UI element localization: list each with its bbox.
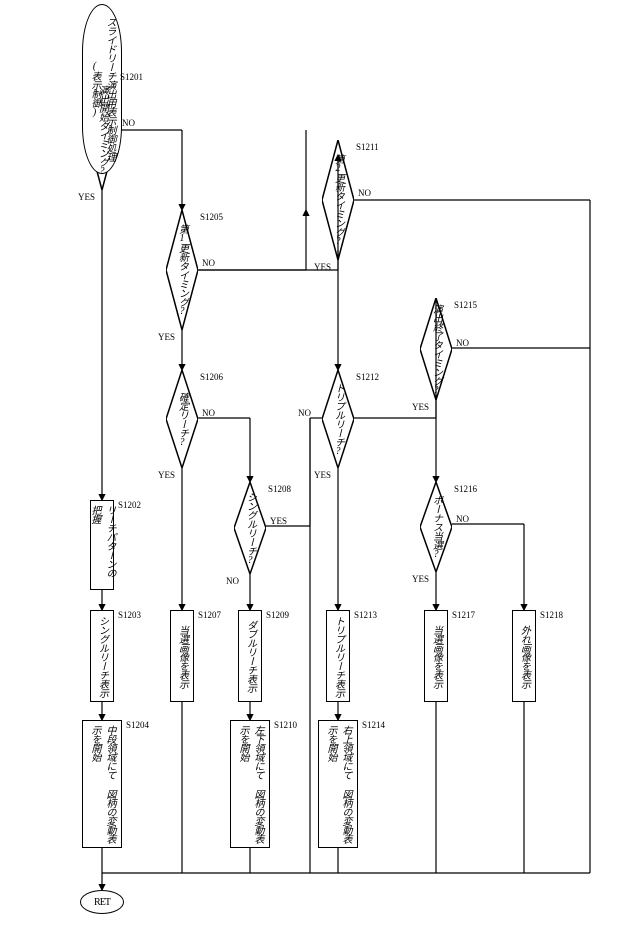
- process-s1207-text: 当選画像を表示: [175, 625, 190, 688]
- label-s1202: S1202: [118, 500, 141, 510]
- process-s1214-text: 右上領域にて 図柄の変動表示を開始: [323, 725, 353, 843]
- no-s1205: NO: [202, 258, 215, 268]
- decision-s1206: 確定リーチ?: [166, 370, 198, 468]
- process-s1218: 外れ画像を表示: [512, 610, 536, 702]
- process-s1207: 当選画像を表示: [170, 610, 194, 702]
- decision-s1206-text: 確定リーチ?: [175, 392, 190, 447]
- label-s1201: S1201: [120, 72, 143, 82]
- yes-s1212: YES: [314, 470, 331, 480]
- yes-s1208: YES: [270, 516, 287, 526]
- decision-s1208-text: シングルリーチ?: [243, 492, 258, 565]
- process-s1203-text: シングルリーチ表示: [95, 616, 110, 697]
- no-s1215: NO: [456, 338, 469, 348]
- process-s1217: 当選画像を表示: [424, 610, 448, 702]
- no-s1212: NO: [298, 408, 311, 418]
- process-s1210-text: 左下領域にて 図柄の変動表示を開始: [235, 725, 265, 843]
- label-s1216: S1216: [454, 484, 477, 494]
- label-s1211: S1211: [356, 142, 379, 152]
- process-s1209: ダブルリーチ表示: [238, 610, 262, 702]
- yes-s1211: YES: [314, 262, 331, 272]
- decision-s1208: シングルリーチ?: [234, 482, 266, 574]
- process-s1218-text: 外れ画像を表示: [517, 625, 532, 688]
- label-s1213: S1213: [354, 610, 377, 620]
- process-s1214: 右上領域にて 図柄の変動表示を開始: [318, 720, 358, 848]
- decision-s1212-text: トリプルリーチ?: [331, 383, 346, 456]
- decision-s1216-text: ボーナス当選?: [429, 495, 444, 559]
- label-s1217: S1217: [452, 610, 475, 620]
- yes-s1205: YES: [158, 332, 175, 342]
- label-s1208: S1208: [268, 484, 291, 494]
- process-s1203: シングルリーチ表示: [90, 610, 114, 702]
- process-s1209-text: ダブルリーチ表示: [243, 620, 258, 692]
- process-s1204-text: 中段領域にて 図柄の変動表示を開始: [87, 725, 117, 843]
- decision-s1205: 第1更新タイミング?: [166, 210, 198, 330]
- process-s1217-text: 当選画像を表示: [429, 625, 444, 688]
- label-s1212: S1212: [356, 372, 379, 382]
- label-s1204: S1204: [126, 720, 149, 730]
- terminal-end: RET: [80, 890, 124, 914]
- decision-s1212: トリプルリーチ?: [322, 370, 354, 468]
- no-s1201: NO: [122, 118, 135, 128]
- label-s1209: S1209: [266, 610, 289, 620]
- no-s1211: NO: [358, 188, 371, 198]
- label-s1215: S1215: [454, 300, 477, 310]
- decision-s1211-text: 第2更新タイミング?: [331, 154, 346, 246]
- decision-s1205-text: 第1更新タイミング?: [175, 224, 190, 316]
- decision-s1201: 演出開始タイミング?: [86, 70, 118, 190]
- decision-s1201-text: 演出開始タイミング?: [95, 85, 110, 176]
- process-s1213: トリプルリーチ表示: [326, 610, 350, 702]
- no-s1216: NO: [456, 514, 469, 524]
- terminal-end-text: RET: [94, 897, 110, 908]
- no-s1208: NO: [226, 576, 239, 586]
- label-s1218: S1218: [540, 610, 563, 620]
- label-s1207: S1207: [198, 610, 221, 620]
- no-s1206: NO: [202, 408, 215, 418]
- decision-s1216: ボーナス当選?: [420, 482, 452, 572]
- label-s1210: S1210: [274, 720, 297, 730]
- process-s1213-text: トリプルリーチ表示: [331, 616, 346, 697]
- label-s1206: S1206: [200, 372, 223, 382]
- label-s1205: S1205: [200, 212, 223, 222]
- process-s1202-text: リーチパターンの把握: [87, 505, 117, 585]
- decision-s1211: 第2更新タイミング?: [322, 140, 354, 260]
- yes-s1216: YES: [412, 574, 429, 584]
- yes-s1215: YES: [412, 402, 429, 412]
- label-s1203: S1203: [118, 610, 141, 620]
- process-s1202: リーチパターンの把握: [90, 500, 114, 590]
- process-s1204: 中段領域にて 図柄の変動表示を開始: [82, 720, 122, 848]
- yes-s1206: YES: [158, 470, 175, 480]
- decision-s1215: 演出終了タイミング?: [420, 298, 452, 400]
- label-s1214: S1214: [362, 720, 385, 730]
- yes-s1201: YES: [78, 192, 95, 202]
- decision-s1215-text: 演出終了タイミング?: [429, 304, 444, 395]
- process-s1210: 左下領域にて 図柄の変動表示を開始: [230, 720, 270, 848]
